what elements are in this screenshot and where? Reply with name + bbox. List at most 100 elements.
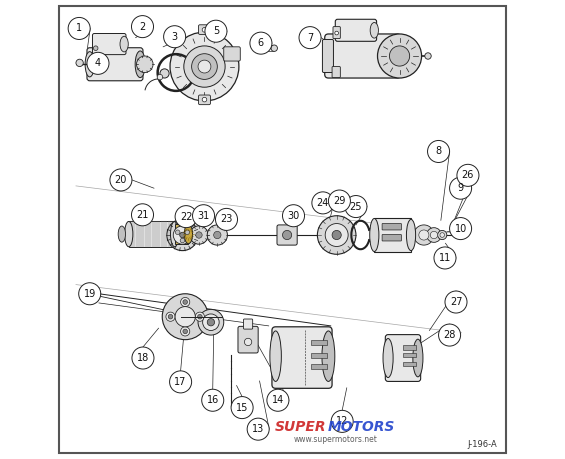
- Text: 19: 19: [84, 289, 96, 299]
- Text: 27: 27: [450, 297, 462, 307]
- FancyBboxPatch shape: [403, 345, 416, 350]
- Circle shape: [170, 371, 192, 393]
- Circle shape: [203, 314, 219, 330]
- Circle shape: [457, 164, 479, 186]
- Circle shape: [157, 74, 163, 80]
- FancyBboxPatch shape: [335, 19, 377, 41]
- Text: 29: 29: [333, 196, 346, 206]
- Circle shape: [428, 140, 450, 162]
- Circle shape: [195, 312, 205, 321]
- Ellipse shape: [171, 221, 179, 247]
- Circle shape: [267, 389, 289, 411]
- FancyBboxPatch shape: [323, 39, 333, 73]
- Ellipse shape: [135, 51, 145, 78]
- Text: 5: 5: [213, 26, 219, 36]
- Circle shape: [328, 190, 350, 212]
- Circle shape: [245, 338, 252, 346]
- Circle shape: [299, 27, 321, 49]
- Circle shape: [250, 32, 272, 54]
- FancyBboxPatch shape: [385, 335, 421, 381]
- Text: 10: 10: [454, 224, 467, 234]
- FancyBboxPatch shape: [87, 48, 143, 81]
- Ellipse shape: [85, 51, 94, 77]
- Circle shape: [198, 309, 224, 335]
- Circle shape: [427, 228, 441, 242]
- FancyBboxPatch shape: [244, 319, 253, 329]
- Ellipse shape: [383, 338, 393, 377]
- Text: 21: 21: [136, 210, 149, 220]
- Circle shape: [450, 218, 472, 240]
- FancyBboxPatch shape: [332, 67, 340, 78]
- Ellipse shape: [125, 221, 133, 247]
- Text: 3: 3: [172, 32, 178, 42]
- Circle shape: [431, 231, 438, 239]
- Circle shape: [231, 397, 253, 419]
- Circle shape: [132, 204, 154, 226]
- Circle shape: [93, 46, 98, 50]
- Text: 30: 30: [288, 211, 299, 221]
- Text: 22: 22: [180, 212, 192, 222]
- Ellipse shape: [120, 36, 128, 52]
- Ellipse shape: [270, 331, 281, 381]
- Circle shape: [205, 20, 227, 42]
- Circle shape: [247, 418, 269, 440]
- FancyBboxPatch shape: [311, 364, 327, 369]
- Text: 4: 4: [95, 58, 101, 68]
- Text: 9: 9: [458, 183, 464, 193]
- Circle shape: [318, 216, 356, 254]
- FancyBboxPatch shape: [333, 27, 340, 39]
- Circle shape: [198, 60, 211, 73]
- FancyBboxPatch shape: [374, 218, 411, 252]
- Ellipse shape: [118, 226, 125, 242]
- Text: 6: 6: [258, 38, 264, 48]
- FancyBboxPatch shape: [403, 353, 416, 357]
- Circle shape: [162, 294, 208, 340]
- Circle shape: [132, 16, 154, 38]
- Circle shape: [79, 283, 101, 305]
- Circle shape: [168, 314, 173, 319]
- Ellipse shape: [322, 331, 335, 381]
- Circle shape: [132, 347, 154, 369]
- FancyBboxPatch shape: [382, 235, 401, 241]
- Circle shape: [195, 232, 202, 238]
- Circle shape: [335, 31, 338, 35]
- Text: 24: 24: [317, 198, 329, 208]
- Circle shape: [325, 224, 348, 246]
- Circle shape: [190, 226, 208, 244]
- Circle shape: [87, 52, 109, 74]
- Circle shape: [164, 26, 186, 48]
- Text: 7: 7: [307, 33, 313, 43]
- Circle shape: [332, 230, 341, 240]
- Circle shape: [414, 225, 434, 245]
- Text: 23: 23: [220, 214, 233, 224]
- Circle shape: [173, 226, 192, 244]
- Text: 18: 18: [137, 353, 149, 363]
- Circle shape: [215, 208, 237, 230]
- Circle shape: [202, 28, 207, 32]
- Circle shape: [170, 32, 239, 101]
- Circle shape: [202, 389, 224, 411]
- Circle shape: [180, 232, 185, 238]
- Circle shape: [202, 97, 207, 102]
- Circle shape: [440, 233, 445, 237]
- Circle shape: [214, 231, 221, 239]
- Text: www.supermotors.net: www.supermotors.net: [293, 435, 377, 444]
- Ellipse shape: [413, 339, 423, 377]
- Text: MOTORS: MOTORS: [328, 420, 395, 434]
- Circle shape: [68, 17, 90, 39]
- Circle shape: [438, 324, 460, 346]
- FancyBboxPatch shape: [198, 95, 210, 105]
- FancyBboxPatch shape: [198, 25, 210, 34]
- Circle shape: [181, 297, 190, 307]
- Circle shape: [184, 46, 225, 87]
- Circle shape: [271, 45, 277, 51]
- FancyBboxPatch shape: [224, 47, 240, 61]
- FancyBboxPatch shape: [311, 353, 327, 358]
- Text: 15: 15: [236, 403, 248, 413]
- Text: 26: 26: [462, 170, 474, 180]
- Circle shape: [377, 34, 421, 78]
- Circle shape: [445, 291, 467, 313]
- Text: J-196-A: J-196-A: [468, 440, 497, 449]
- Circle shape: [166, 312, 175, 321]
- FancyBboxPatch shape: [272, 327, 332, 388]
